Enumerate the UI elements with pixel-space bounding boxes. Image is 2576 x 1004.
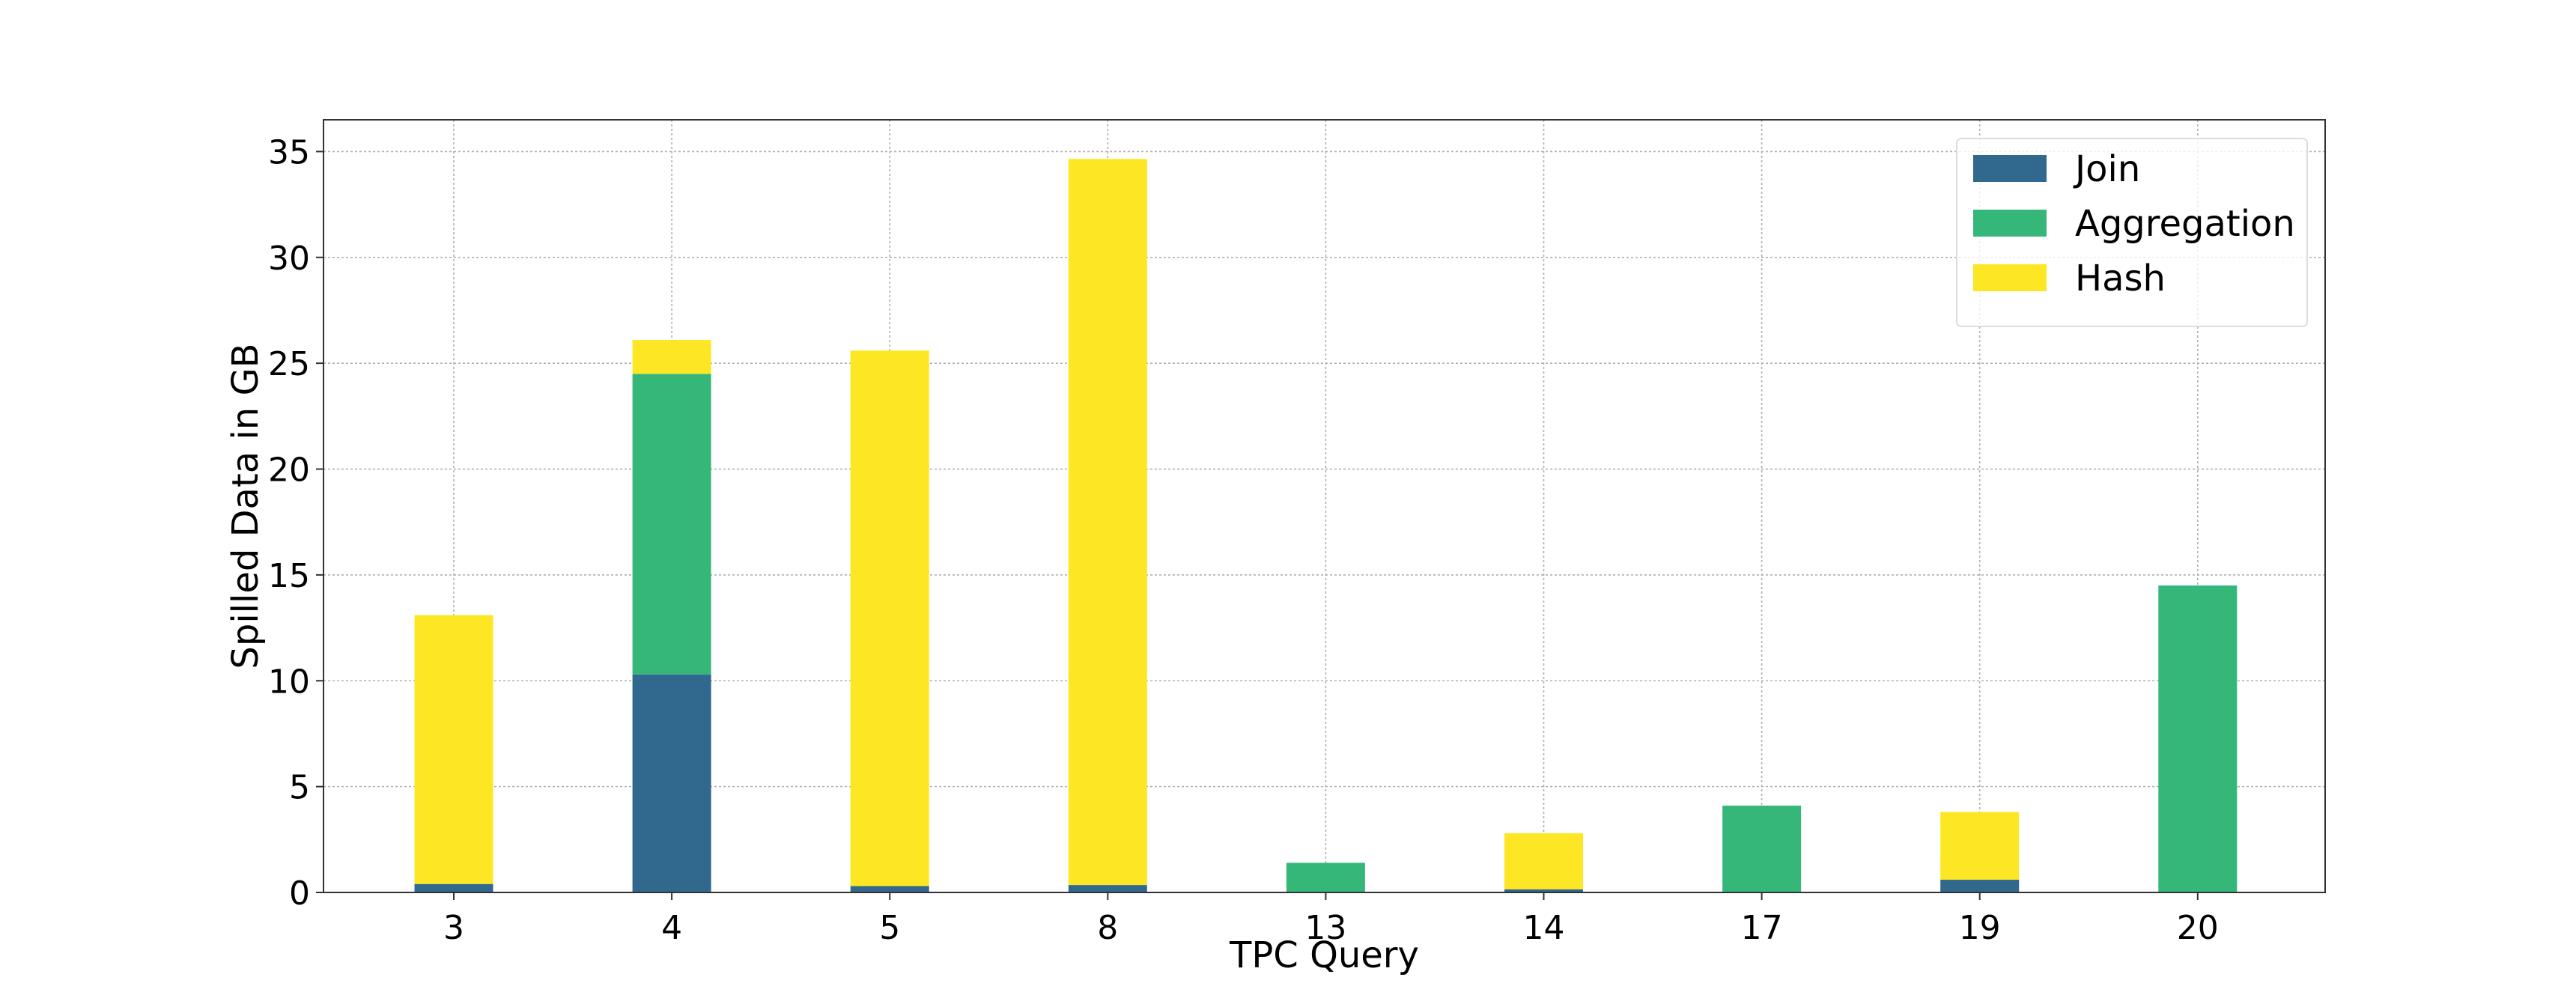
- bar-hash-19: [1940, 812, 2020, 880]
- y-tick-label: 0: [289, 874, 310, 913]
- bar-aggregation-20: [2158, 585, 2238, 892]
- x-tick-label: 17: [1741, 909, 1783, 947]
- y-tick-label: 30: [268, 240, 310, 278]
- bar-hash-3: [414, 615, 493, 884]
- x-axis-label: TPC Query: [1229, 934, 1419, 976]
- legend-swatch-hash: [1973, 264, 2047, 291]
- bar-aggregation-17: [1722, 806, 1802, 892]
- bar-join-14: [1504, 889, 1583, 892]
- y-tick-label: 10: [268, 663, 310, 701]
- x-tick-label: 14: [1523, 909, 1565, 947]
- x-tick-label: 4: [661, 909, 682, 947]
- y-tick-label: 15: [268, 557, 310, 595]
- x-tick-label: 20: [2177, 909, 2219, 947]
- bars: [414, 159, 2238, 892]
- x-tick-label: 3: [443, 909, 464, 947]
- x-axis-ticks: 3 4 5 8 13 14 17 19 20: [443, 892, 2219, 947]
- y-tick-label: 25: [268, 345, 310, 383]
- y-axis-label: Spilled Data in GB: [225, 343, 267, 669]
- bar-hash-4: [632, 340, 711, 374]
- y-tick-label: 35: [268, 133, 310, 171]
- bar-join-3: [414, 883, 493, 892]
- legend: Join Aggregation Hash: [1956, 138, 2308, 327]
- x-tick-label: 8: [1097, 909, 1118, 947]
- legend-label-aggregation: Aggregation: [2075, 203, 2295, 245]
- legend-label-join: Join: [2073, 148, 2140, 190]
- legend-swatch-join: [1973, 155, 2047, 182]
- plot-frame: [323, 119, 2326, 893]
- bar-join-5: [850, 886, 929, 892]
- legend-label-hash: Hash: [2075, 258, 2166, 299]
- bar-aggregation-4: [632, 374, 711, 675]
- bar-join-8: [1068, 885, 1147, 892]
- y-tick-label: 20: [268, 451, 310, 490]
- bar-hash-5: [850, 350, 929, 886]
- legend-swatch-aggregation: [1973, 210, 2047, 237]
- x-tick-label: 13: [1304, 909, 1346, 947]
- bar-hash-8: [1068, 159, 1147, 886]
- bar-join-4: [632, 674, 711, 892]
- bar-aggregation-13: [1286, 862, 1365, 892]
- legend-items: Join Aggregation Hash: [1973, 148, 2295, 299]
- y-tick-label: 5: [289, 769, 310, 807]
- y-axis-ticks: 0 5 10 15 20 25 30 35: [268, 133, 323, 913]
- x-tick-label: 19: [1959, 909, 2001, 947]
- bar-join-19: [1940, 880, 2020, 892]
- x-tick-label: 5: [879, 909, 900, 947]
- bar-hash-14: [1504, 833, 1583, 889]
